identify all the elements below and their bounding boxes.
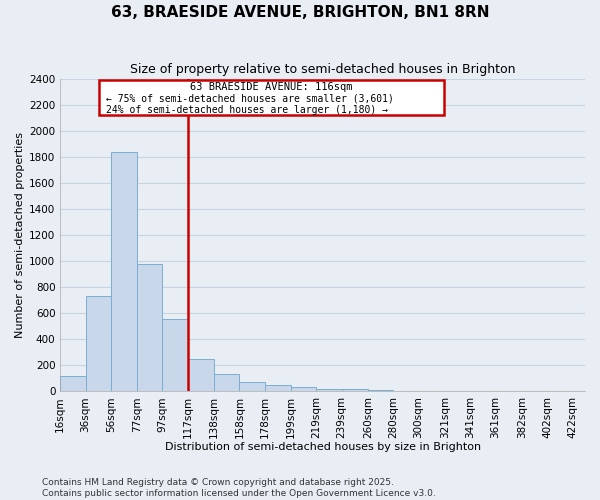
Title: Size of property relative to semi-detached houses in Brighton: Size of property relative to semi-detach… <box>130 62 515 76</box>
Text: 24% of semi-detached houses are larger (1,180) →: 24% of semi-detached houses are larger (… <box>106 106 388 116</box>
Bar <box>188 359 214 392</box>
Text: 63 BRAESIDE AVENUE: 116sqm: 63 BRAESIDE AVENUE: 116sqm <box>190 82 353 92</box>
Bar <box>368 390 393 392</box>
Y-axis label: Number of semi-detached properties: Number of semi-detached properties <box>15 132 25 338</box>
Bar <box>137 264 163 392</box>
Bar <box>86 296 111 392</box>
Bar <box>265 385 291 392</box>
Text: Contains HM Land Registry data © Crown copyright and database right 2025.
Contai: Contains HM Land Registry data © Crown c… <box>42 478 436 498</box>
Bar <box>214 374 239 392</box>
X-axis label: Distribution of semi-detached houses by size in Brighton: Distribution of semi-detached houses by … <box>164 442 481 452</box>
Bar <box>316 388 341 392</box>
Bar <box>60 376 86 392</box>
Bar <box>341 390 368 392</box>
Text: ← 75% of semi-detached houses are smaller (3,601): ← 75% of semi-detached houses are smalle… <box>106 94 394 104</box>
Text: 63, BRAESIDE AVENUE, BRIGHTON, BN1 8RN: 63, BRAESIDE AVENUE, BRIGHTON, BN1 8RN <box>111 5 489 20</box>
Bar <box>111 152 137 392</box>
FancyBboxPatch shape <box>100 80 444 115</box>
Bar <box>163 318 188 392</box>
Bar <box>239 382 265 392</box>
Bar <box>291 388 316 392</box>
